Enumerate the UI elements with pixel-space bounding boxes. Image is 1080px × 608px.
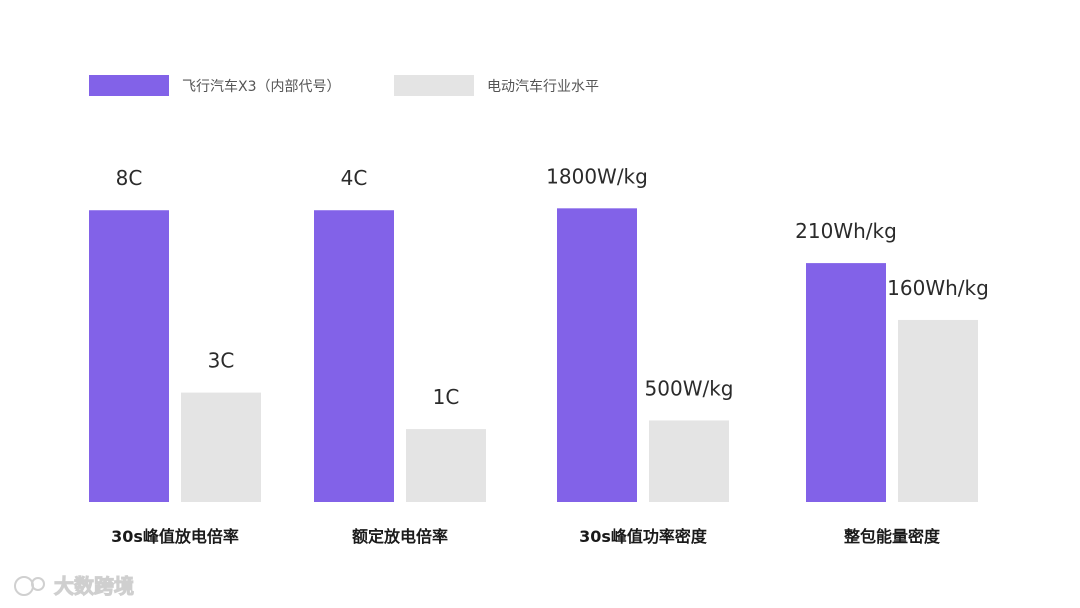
data-label-3-series-2: 500W/kg bbox=[645, 376, 734, 400]
bar-3-series-1 bbox=[557, 208, 637, 502]
watermark: 大数跨境 bbox=[14, 574, 135, 599]
legend-label-2: 电动汽车行业水平 bbox=[487, 78, 599, 95]
category-label-2: 额定放电倍率 bbox=[352, 527, 448, 546]
category-label-3: 30s峰值功率密度 bbox=[579, 527, 708, 546]
value-labels: 8C 3C 4C 1C 1800W/kg 500W/kg 210Wh/kg 160Wh/kg bbox=[116, 164, 989, 409]
bar-4-series-2 bbox=[898, 319, 978, 502]
bar-2-series-1 bbox=[314, 210, 394, 502]
bar-2-series-2 bbox=[406, 429, 486, 502]
legend-label-1: 飞行汽车X3（内部代号） bbox=[182, 78, 341, 95]
data-label-1-series-2: 3C bbox=[208, 349, 235, 373]
data-label-2-series-1: 4C bbox=[341, 166, 368, 190]
legend-swatch-1 bbox=[89, 75, 169, 96]
data-label-4-series-1: 210Wh/kg bbox=[795, 219, 897, 243]
data-label-3-series-1: 1800W/kg bbox=[546, 164, 648, 188]
data-label-1-series-1: 8C bbox=[116, 166, 143, 190]
legend-swatch-2 bbox=[394, 75, 474, 96]
category-label-4: 整包能量密度 bbox=[843, 527, 941, 546]
watermark-logo-icon bbox=[14, 576, 34, 596]
legend: 飞行汽车X3（内部代号） 电动汽车行业水平 bbox=[89, 75, 599, 96]
bar-1-series-2 bbox=[181, 392, 261, 502]
watermark-text: 大数跨境 bbox=[54, 574, 134, 598]
bar-4-series-1 bbox=[806, 263, 886, 502]
category-label-1: 30s峰值放电倍率 bbox=[111, 527, 239, 546]
bars bbox=[89, 208, 978, 502]
bar-3-series-2 bbox=[649, 420, 729, 502]
data-label-2-series-2: 1C bbox=[433, 385, 460, 409]
bar-1-series-1 bbox=[89, 210, 169, 502]
data-label-4-series-2: 160Wh/kg bbox=[887, 276, 989, 300]
category-labels: 30s峰值放电倍率 额定放电倍率 30s峰值功率密度 整包能量密度 bbox=[111, 527, 941, 546]
watermark-logo-icon-dot bbox=[31, 577, 45, 591]
